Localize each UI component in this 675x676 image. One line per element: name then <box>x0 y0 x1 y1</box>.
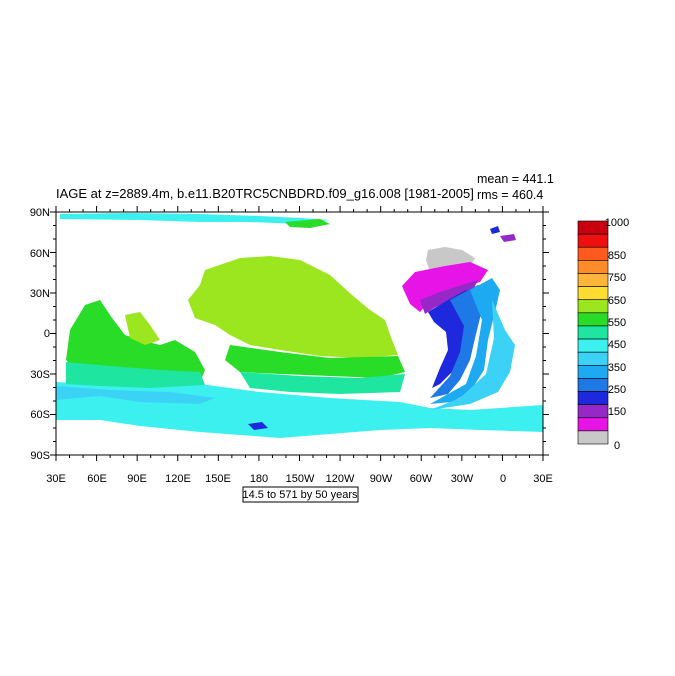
lat-label-90n: 90N <box>30 207 50 219</box>
colorbar-swatch <box>577 233 609 248</box>
lon-label-60e: 60E <box>87 473 107 485</box>
colorbar-swatch <box>577 246 609 261</box>
colorbar-label-550: 550 <box>608 317 626 329</box>
colorbar-label-750: 750 <box>608 272 626 284</box>
colorbar-swatch <box>577 273 609 287</box>
lon-label-150e: 150E <box>205 473 231 485</box>
colorbar-labels: 1000 850 750 650 550 450 350 250 150 0 <box>605 217 629 452</box>
lon-label-30w: 30W <box>451 473 474 485</box>
arctic-green <box>285 219 330 228</box>
contour-info-box: 14.5 to 571 by 50 years <box>242 486 359 503</box>
ocean-field <box>56 213 543 438</box>
colorbar-swatch <box>577 378 609 392</box>
atlantic-light-blue <box>430 278 500 404</box>
colorbar-label-350: 350 <box>608 362 626 374</box>
lon-label-120e: 120E <box>165 473 191 485</box>
colorbar-label-850: 850 <box>608 250 626 262</box>
colorbar-swatch <box>577 260 609 274</box>
colorbar-label-150: 150 <box>608 406 626 418</box>
atlantic-mid-blue <box>430 285 490 398</box>
arctic-purple-patch <box>500 234 516 242</box>
lat-label-30s: 30S <box>30 369 50 381</box>
colorbar-label-0: 0 <box>614 440 620 452</box>
indian-ocean-green <box>66 300 205 382</box>
colorbar-swatch <box>577 404 609 419</box>
atlantic-sky <box>430 300 515 410</box>
colorbar-swatch <box>577 430 609 445</box>
colorbar-label-1000: 1000 <box>605 217 629 229</box>
lon-label-30e-east: 30E <box>533 473 553 485</box>
rms-stat: rms = 460.4 <box>477 188 543 202</box>
lon-label-180: 180 <box>250 473 268 485</box>
map-title: IAGE at z=2889.4m, b.e11.B20TRC5CNBDRD.f… <box>56 186 474 201</box>
lat-label-60n: 60N <box>30 248 50 260</box>
lon-label-90w: 90W <box>370 473 393 485</box>
indian-ocean-yellow-green <box>125 312 160 345</box>
colorbar-swatch <box>577 312 609 327</box>
pacific-ocean-green <box>225 345 405 378</box>
colorbar-swatch <box>577 417 609 432</box>
pacific-ocean-aqua <box>240 372 405 394</box>
lon-label-0: 0 <box>500 473 506 485</box>
colorbar-label-450: 450 <box>608 339 626 351</box>
colorbar-swatch <box>577 286 609 301</box>
lon-label-120w: 120W <box>326 473 355 485</box>
lat-label-0: 0 <box>44 328 50 340</box>
mean-stat: mean = 441.1 <box>477 172 554 186</box>
longitude-labels: 30E 60E 90E 120E 150E 180 150W 120W 90W … <box>46 473 553 485</box>
indian-ocean-aqua <box>66 362 205 388</box>
colorbar-swatch <box>577 325 609 340</box>
southern-ocean-sky <box>56 386 215 404</box>
colorbar <box>577 220 609 445</box>
colorbar-label-650: 650 <box>608 295 626 307</box>
lon-label-150w: 150W <box>286 473 315 485</box>
colorbar-swatch <box>577 391 609 405</box>
arctic-cyan <box>60 213 330 224</box>
lat-label-90s: 90S <box>30 450 50 462</box>
drake-passage-blue <box>248 422 268 430</box>
lon-label-60w: 60W <box>410 473 433 485</box>
colorbar-swatch <box>577 220 609 235</box>
lat-label-30n: 30N <box>30 288 50 300</box>
pacific-ocean-yellow-green <box>188 256 398 358</box>
colorbar-swatch <box>577 338 609 353</box>
lon-label-30e: 30E <box>46 473 66 485</box>
contour-info-text: 14.5 to 571 by 50 years <box>243 489 358 501</box>
atlantic-purple <box>420 280 478 314</box>
colorbar-swatch <box>577 364 609 379</box>
map-frame <box>50 206 549 461</box>
arctic-blue-patch <box>490 226 500 234</box>
lat-label-60s: 60S <box>30 409 50 421</box>
colorbar-swatch <box>577 351 609 366</box>
lon-label-90e: 90E <box>127 473 147 485</box>
colorbar-label-250: 250 <box>608 384 626 396</box>
latitude-labels: 90N 60N 30N 0 30S 60S 90S <box>30 207 50 462</box>
colorbar-swatch <box>577 299 609 314</box>
